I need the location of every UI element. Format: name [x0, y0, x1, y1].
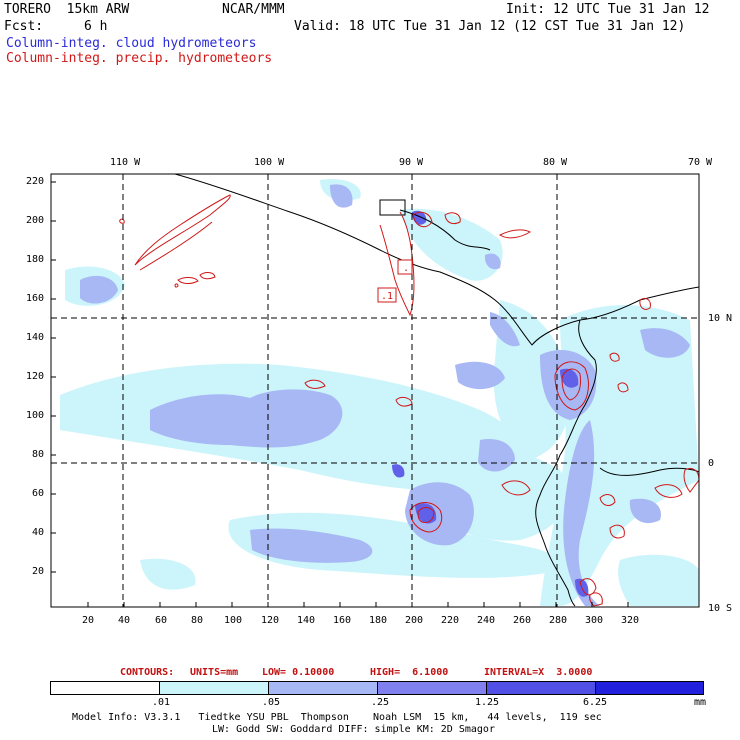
contours-units: UNITS=mm [190, 667, 239, 678]
x-tick: 320 [621, 615, 640, 626]
legend-swatch-3 [378, 682, 487, 694]
contours-label: CONTOURS: [120, 667, 175, 678]
x-tick: 300 [585, 615, 604, 626]
coastline [174, 174, 699, 607]
x-tick: 220 [441, 615, 460, 626]
cloud-field-label: Column-integ. cloud hydrometeors [6, 36, 257, 51]
lon-label-80w: 80 W [543, 157, 568, 168]
y-tick: 200 [26, 215, 45, 226]
contours-interval: INTERVAL=X 3.0000 [484, 667, 593, 678]
y-tick: 160 [26, 293, 45, 304]
legend-label: .05 [262, 697, 281, 708]
lon-label-110w: 110 W [110, 157, 141, 168]
legend-label: 1.25 [475, 697, 500, 708]
x-tick: 180 [369, 615, 388, 626]
forecast-hours: 6 h [84, 19, 108, 34]
legend-swatch-1 [160, 682, 269, 694]
model-title: TORERO 15km ARW [4, 2, 130, 17]
y-tick: 100 [26, 410, 45, 421]
y-tick: 180 [26, 254, 45, 265]
x-tick: 260 [513, 615, 532, 626]
x-tick: 100 [224, 615, 243, 626]
contour-label-1: .1 [381, 291, 393, 302]
lat-label-0: 0 [708, 458, 715, 469]
contours-high: HIGH= 6.1000 [370, 667, 449, 678]
lon-label-100w: 100 W [254, 157, 285, 168]
init-time: Init: 12 UTC Tue 31 Jan 12 [506, 2, 710, 17]
y-tick: 80 [32, 449, 45, 460]
legend-label: .25 [371, 697, 390, 708]
forecast-label: Fcst: [4, 19, 44, 34]
y-tick: 20 [32, 566, 45, 577]
valid-time: Valid: 18 UTC Tue 31 Jan 12 (12 CST Tue … [294, 19, 686, 34]
y-tick-marks [51, 181, 56, 573]
lon-label-90w: 90 W [399, 157, 424, 168]
lat-label-10n: 10 N [708, 313, 733, 324]
lat-lon-grid [51, 174, 699, 607]
legend-swatch-2 [269, 682, 378, 694]
x-tick: 120 [261, 615, 280, 626]
x-tick: 160 [333, 615, 352, 626]
y-tick: 120 [26, 371, 45, 382]
x-tick: 60 [155, 615, 168, 626]
contour-label-2: . [403, 263, 409, 274]
legend-swatch-5 [596, 682, 703, 694]
y-tick: 60 [32, 488, 45, 499]
model-info-line2: LW: Godd SW: Goddard DIFF: simple KM: 2D… [212, 724, 495, 735]
x-tick: 280 [549, 615, 568, 626]
precip-field-label: Column-integ. precip. hydrometeors [6, 51, 273, 66]
x-tick: 240 [477, 615, 496, 626]
map-frame [50, 173, 700, 608]
legend-label: 6.25 [583, 697, 608, 708]
y-tick: 40 [32, 527, 45, 538]
contours-low: LOW= 0.10000 [262, 667, 335, 678]
contour-label-box [377, 259, 413, 303]
x-tick-marks [87, 602, 629, 607]
legend-unit: mm [694, 697, 707, 708]
legend-label: .01 [152, 697, 171, 708]
x-tick: 40 [118, 615, 131, 626]
model-info-line1: Model Info: V3.3.1 Tiedtke YSU PBL Thomp… [72, 712, 602, 723]
color-legend [50, 681, 704, 695]
y-tick: 140 [26, 332, 45, 343]
lat-label-10s: 10 S [708, 603, 733, 614]
legend-swatch-4 [487, 682, 596, 694]
x-tick: 20 [82, 615, 95, 626]
precip-contours [119, 194, 699, 607]
lon-label-70w: 70 W [688, 157, 713, 168]
x-tick: 80 [191, 615, 204, 626]
legend-swatch-0 [51, 682, 160, 694]
center-label: NCAR/MMM [222, 2, 285, 17]
y-tick: 220 [26, 176, 45, 187]
x-tick: 140 [297, 615, 316, 626]
cloud-shading-dark [392, 210, 589, 597]
x-tick: 200 [405, 615, 424, 626]
